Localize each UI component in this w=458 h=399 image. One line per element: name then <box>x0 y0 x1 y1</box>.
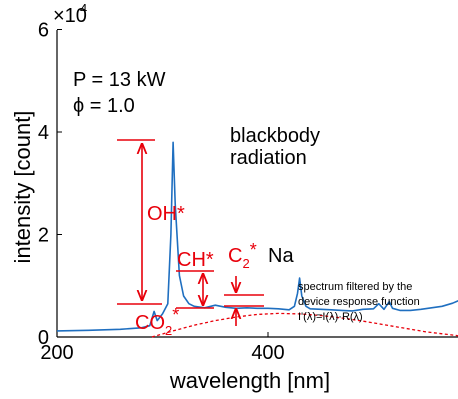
c2-label-main: C <box>228 245 242 267</box>
na-label: Na <box>268 245 294 267</box>
x-tick-label: 200 <box>40 342 73 364</box>
y-tick-label: 2 <box>38 225 49 247</box>
y-multiplier-label: ×10 <box>53 5 87 27</box>
blackbody-annotation-line2: radiation <box>230 147 307 169</box>
y-tick-label: 6 <box>38 20 49 42</box>
y-axis-title: intensity [count] <box>10 111 35 264</box>
blackbody-annotation-line1: blackbody <box>230 125 320 147</box>
x-axis-title: wavelength [nm] <box>169 368 330 393</box>
x-tick-label: 400 <box>251 342 284 364</box>
c2-label-sub: 2 <box>242 256 249 271</box>
co2-label-main: CO <box>135 312 165 334</box>
filter-note-line2: device response function <box>298 296 420 308</box>
emission-annotations <box>117 139 264 326</box>
filter-note-line1: spectrum filtered by the <box>298 281 412 293</box>
spectrum-series-line <box>56 141 458 332</box>
axis-ticks: 2004006008000246 <box>38 20 285 365</box>
y-multiplier-exponent: 4 <box>80 1 87 16</box>
oh-label: OH* <box>147 203 185 225</box>
power-annotation: P = 13 kW <box>73 69 166 91</box>
co2-label-sup: * <box>172 305 179 325</box>
co2-label: CO2* <box>135 305 179 338</box>
ch-label: CH* <box>177 249 214 271</box>
co2-label-sub: 2 <box>165 323 172 338</box>
c2-label: C2* <box>228 240 257 271</box>
y-tick-label: 0 <box>38 327 49 349</box>
phi-annotation: ϕ = 1.0 <box>73 95 135 117</box>
c2-label-sup: * <box>250 240 257 260</box>
filter-note-line3: I'(λ)=I(λ)·R(λ) <box>298 311 363 323</box>
co2-baseline-curve <box>151 312 458 338</box>
y-tick-label: 4 <box>38 122 49 144</box>
